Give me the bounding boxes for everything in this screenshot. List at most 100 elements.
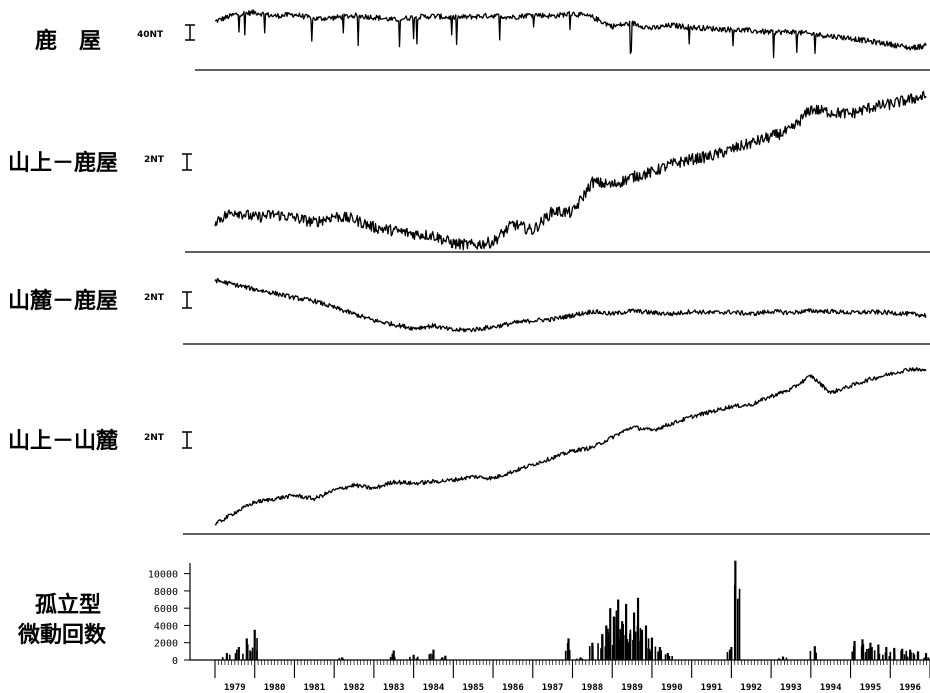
x-tick-label: 1988 xyxy=(582,683,604,693)
bar xyxy=(627,642,630,660)
bar xyxy=(912,652,915,660)
bar xyxy=(781,656,785,660)
y-tick-label: 6000 xyxy=(154,604,178,615)
bar xyxy=(668,655,671,660)
bar xyxy=(246,644,249,660)
bar xyxy=(253,629,256,660)
bar xyxy=(581,658,584,660)
bar xyxy=(900,650,902,660)
bar xyxy=(597,643,599,660)
bar xyxy=(860,645,863,660)
bar xyxy=(738,588,741,660)
bar xyxy=(853,644,856,660)
bar xyxy=(342,658,344,660)
bar xyxy=(341,657,344,660)
x-tick-label: 1980 xyxy=(264,683,286,693)
bar xyxy=(619,629,621,660)
y-tick-label: 4000 xyxy=(154,621,178,632)
bar xyxy=(617,638,620,660)
bar xyxy=(338,657,341,660)
bar xyxy=(564,650,567,660)
panel-title-2: 山上－鹿屋 xyxy=(8,150,118,176)
bar xyxy=(882,654,884,660)
bar xyxy=(728,649,731,660)
bar xyxy=(923,657,925,660)
bar xyxy=(237,647,240,660)
x-tick-label: 1979 xyxy=(224,683,246,693)
bar xyxy=(245,638,248,660)
x-tick-label: 1985 xyxy=(462,683,484,693)
bar xyxy=(417,656,419,660)
bar xyxy=(889,651,892,660)
scale-label-2: 2NT xyxy=(144,155,165,165)
x-tick-label: 1982 xyxy=(343,683,365,693)
scale-label-4: 2NT xyxy=(144,433,165,443)
bar xyxy=(609,637,611,660)
x-tick-label: 1981 xyxy=(303,683,325,693)
bar xyxy=(228,654,231,660)
bar xyxy=(607,628,609,660)
x-tick-label: 1983 xyxy=(383,683,405,693)
bar xyxy=(877,644,880,660)
bar xyxy=(671,656,673,660)
bar xyxy=(392,650,395,660)
bar xyxy=(639,641,641,660)
bar xyxy=(873,650,876,660)
bar-panel-title-line2: 微動回数 xyxy=(17,622,107,648)
x-tick-label: 1989 xyxy=(621,683,643,693)
bar xyxy=(415,658,418,660)
bar xyxy=(658,650,661,660)
bar xyxy=(924,653,928,660)
bar xyxy=(862,644,865,660)
bar xyxy=(654,646,657,660)
bar xyxy=(409,656,411,660)
series-line-4 xyxy=(214,367,927,526)
bar xyxy=(620,627,623,660)
bar xyxy=(913,654,916,660)
panel-title-4: 山上－山麓 xyxy=(8,429,118,454)
bar xyxy=(428,654,431,660)
bar xyxy=(632,612,636,660)
bar xyxy=(441,657,444,660)
x-tick-label: 1990 xyxy=(661,683,683,693)
bar xyxy=(626,639,629,660)
bar xyxy=(629,629,632,660)
bar xyxy=(440,657,443,660)
series-line-1 xyxy=(214,9,927,59)
bar xyxy=(644,625,648,660)
bar xyxy=(221,657,224,660)
bar xyxy=(579,657,582,660)
bar xyxy=(851,651,854,660)
bar xyxy=(613,616,616,660)
bar xyxy=(809,650,812,660)
bar xyxy=(600,648,602,660)
bar xyxy=(637,637,640,660)
bar xyxy=(634,631,637,660)
bar xyxy=(588,646,591,660)
bar xyxy=(777,658,780,660)
bar xyxy=(666,653,669,660)
panel-title-3: 山麓－鹿屋 xyxy=(8,288,118,314)
bar xyxy=(885,647,888,660)
x-tick-label: 1991 xyxy=(701,683,723,693)
bar xyxy=(617,599,620,660)
bar xyxy=(393,656,396,660)
scale-label-3: 2NT xyxy=(144,293,165,303)
x-tick-label: 1987 xyxy=(542,683,564,693)
x-tick-label: 1995 xyxy=(860,683,882,693)
bar xyxy=(251,647,254,660)
bar xyxy=(622,623,625,660)
bar xyxy=(869,642,872,660)
bar xyxy=(657,651,659,660)
bar xyxy=(925,657,928,660)
bar xyxy=(864,652,867,660)
x-tick-label: 1992 xyxy=(740,683,762,693)
bar xyxy=(605,625,608,660)
bar xyxy=(650,648,653,660)
bar xyxy=(235,649,238,660)
bar xyxy=(575,658,578,660)
series-line-3 xyxy=(214,278,927,333)
bar xyxy=(609,608,612,660)
bar xyxy=(906,656,909,660)
bar xyxy=(624,635,626,660)
